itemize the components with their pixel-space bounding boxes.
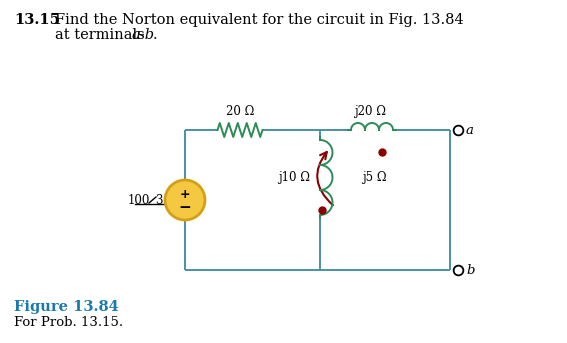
Text: Find the Norton equivalent for the circuit in Fig. 13.84: Find the Norton equivalent for the circu… [55,13,464,27]
Text: 13.15: 13.15 [14,13,60,27]
Text: 100: 100 [128,193,150,206]
Text: j20 Ω: j20 Ω [354,105,386,118]
Text: j5 Ω: j5 Ω [362,171,387,184]
FancyArrowPatch shape [317,152,333,205]
Text: a-b: a-b [131,28,154,42]
Text: 20 Ω: 20 Ω [226,105,254,118]
Text: at terminals: at terminals [55,28,149,42]
Circle shape [165,180,205,220]
Text: Figure 13.84: Figure 13.84 [14,300,119,314]
Text: j10 Ω: j10 Ω [278,171,310,184]
Text: −: − [179,200,192,214]
Text: +: + [180,188,191,201]
Text: .: . [153,28,158,42]
Text: a: a [466,123,474,137]
Text: 30° V: 30° V [156,193,189,206]
Text: b: b [466,263,475,276]
Text: For Prob. 13.15.: For Prob. 13.15. [14,316,123,329]
